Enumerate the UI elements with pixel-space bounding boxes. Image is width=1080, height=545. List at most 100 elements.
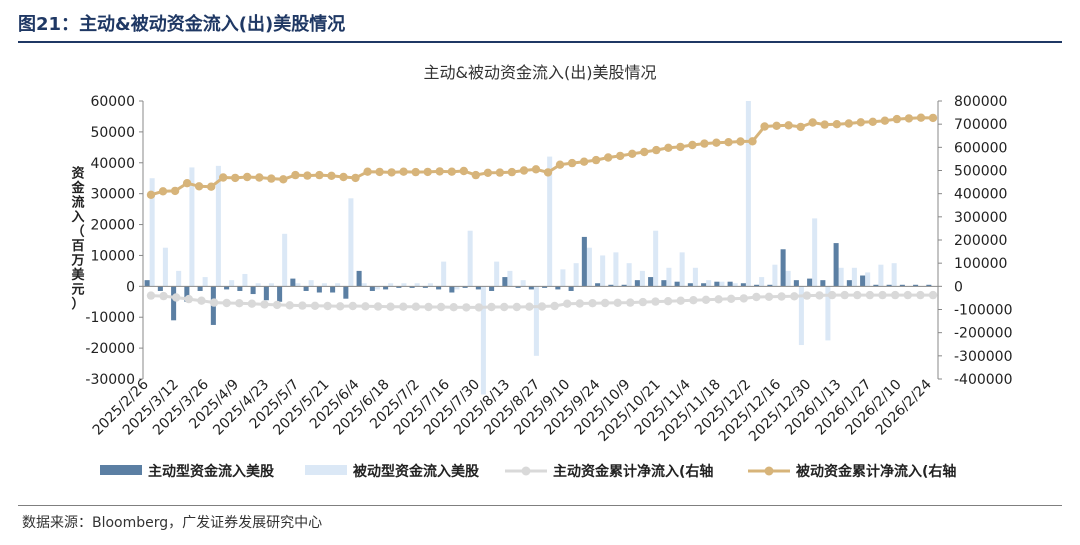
passive-bars [149, 101, 897, 395]
active-bar [144, 280, 150, 287]
active-cum-point [285, 301, 294, 310]
left-tick-label: 40000 [90, 156, 135, 172]
passive-cum-point [796, 122, 805, 132]
active-bar [330, 286, 336, 293]
active-bar [263, 286, 269, 301]
active-bar [422, 286, 428, 288]
active-cum-point [260, 300, 269, 309]
passive-bar [255, 283, 261, 287]
passive-bar [692, 267, 698, 287]
passive-cum-point [916, 113, 926, 122]
active-cum-point [600, 298, 610, 308]
active-bar [608, 284, 614, 287]
passive-cum-point [327, 171, 336, 180]
passive-cum-point [892, 114, 902, 124]
active-bar [820, 280, 826, 287]
right-tick-label: 600000 [954, 140, 1007, 156]
passive-cum-point [640, 147, 649, 157]
active-cum-point [487, 302, 496, 312]
active-cum-point [336, 302, 345, 311]
active-cum-point [701, 295, 711, 304]
active-cum-point [537, 302, 547, 311]
active-cum-point [172, 293, 181, 302]
active-cum-point [802, 291, 812, 300]
passive-cum-point [555, 160, 565, 169]
active-cum-point [310, 301, 320, 310]
chart-title: 主动&被动资金流入(出)美股情况 [424, 63, 657, 82]
passive-bar [666, 267, 672, 287]
active-bar [197, 286, 203, 291]
passive-cum-point [447, 167, 456, 176]
active-bar [926, 284, 932, 287]
passive-bar [626, 263, 632, 287]
passive-cum-point [832, 120, 841, 129]
active-cum-point [916, 290, 925, 300]
passive-cum-point [507, 167, 517, 177]
passive-bar [414, 283, 420, 287]
passive-cum-point [279, 175, 288, 184]
active-cum-point [159, 291, 168, 301]
right-tick-label: -200000 [954, 326, 1013, 342]
active-cum-point [878, 290, 887, 300]
passive-cum-point [880, 116, 890, 125]
active-bar [436, 286, 442, 290]
active-cum-point [436, 302, 446, 312]
passive-bar [321, 283, 327, 287]
passive-bar [229, 280, 235, 287]
passive-cum-point [748, 137, 757, 146]
passive-bar [533, 286, 539, 356]
active-bar [767, 284, 773, 287]
passive-cum-point [712, 138, 721, 147]
figure-title: 主动&被动资金流入(出)美股情况 [79, 14, 346, 35]
figure-label: 图21： [18, 14, 80, 35]
right-tick-label: -100000 [954, 303, 1013, 319]
passive-bar [335, 283, 341, 287]
active-bar [595, 283, 601, 287]
active-bar [237, 286, 243, 291]
passive-cum-point [435, 167, 444, 176]
active-cum-point [146, 291, 156, 300]
active-cum-point [663, 297, 673, 306]
legend-marker [764, 466, 774, 476]
active-cum-point [222, 298, 231, 308]
passive-cum-point [170, 186, 180, 196]
passive-cum-point [928, 113, 938, 123]
passive-cum-point [459, 166, 468, 176]
active-bar [674, 281, 680, 287]
passive-bar [441, 261, 447, 287]
passive-bar [374, 286, 380, 290]
active-bar [462, 286, 468, 288]
flows-chart: 主动&被动资金流入(出)美股情况 -30000 -20000 -100000 1000… [70, 63, 1013, 480]
active-cum-point [247, 299, 257, 308]
active-cum-point [739, 294, 748, 303]
passive-cum-point [772, 121, 781, 130]
passive-bar [851, 267, 857, 287]
active-cum-point [588, 299, 597, 308]
active-bar [502, 277, 508, 287]
left-tick-label: -20000 [85, 341, 135, 357]
active-cum-point [928, 290, 938, 300]
footer-divider [18, 505, 1062, 506]
passive-bar [613, 252, 619, 287]
passive-bar [785, 270, 791, 287]
passive-cum-point [904, 114, 914, 123]
passive-bar [202, 277, 208, 287]
legend-swatch [305, 465, 347, 475]
passive-cum-point [303, 171, 312, 180]
passive-cum-point [688, 140, 697, 150]
active-cum-point [500, 302, 509, 312]
passive-bar [282, 233, 288, 287]
left-tick-label: -30000 [85, 372, 135, 388]
header-divider [18, 41, 1062, 43]
passive-cum-point [291, 170, 300, 180]
passive-cum-point [387, 168, 396, 177]
passive-bar [706, 280, 712, 287]
active-bar [303, 286, 309, 291]
active-bar [873, 284, 879, 287]
left-tick-label: 10000 [90, 248, 135, 264]
active-cum-point [575, 299, 584, 308]
active-cum-point [853, 290, 862, 300]
passive-bar [600, 255, 606, 287]
active-cum-point [361, 302, 370, 311]
